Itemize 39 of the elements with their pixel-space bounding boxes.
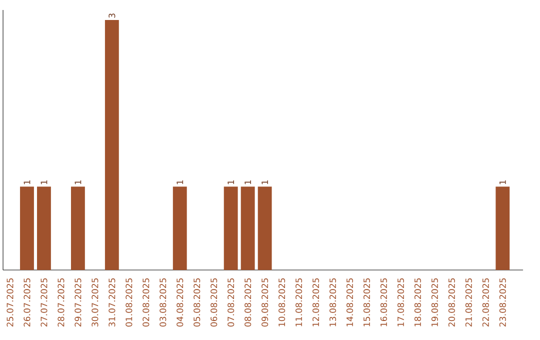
x-tick-label: 20.08.2025 (448, 278, 455, 327)
x-tick-label: 12.08.2025 (312, 278, 320, 326)
x-tick-label: 22.08.2025 (482, 278, 489, 327)
data-label: 1 (262, 180, 268, 184)
data-label: 1 (176, 180, 184, 184)
data-label: 1 (74, 180, 82, 184)
x-tick-label: 06.08.2025 (210, 278, 218, 327)
x-tick-label: 29.07.2025 (74, 278, 82, 327)
x-tick-label: 05.08.2025 (194, 278, 200, 327)
x-tick-label: 31.07.2025 (108, 278, 116, 327)
x-tick-label: 26.07.2025 (24, 278, 30, 327)
x-tick-label: 19.08.2025 (431, 278, 438, 326)
data-label: 1 (499, 180, 506, 184)
x-tick-label: 13.08.2025 (330, 278, 336, 326)
x-tick-label: 21.08.2025 (465, 278, 472, 327)
data-label: 3 (108, 14, 116, 18)
x-tick-label: 25.07.2025 (6, 278, 14, 327)
x-tick-label: 11.08.2025 (296, 278, 302, 326)
x-tick-label: 03.08.2025 (160, 278, 166, 327)
x-tick-label: 30.07.2025 (92, 278, 98, 327)
x-tick-label: 08.08.2025 (244, 278, 252, 327)
x-tick-label: 10.08.2025 (278, 278, 286, 326)
x-tick-label: 23.08.2025 (499, 278, 506, 327)
data-label: 1 (244, 180, 251, 184)
x-tick-label: 18.08.2025 (414, 278, 421, 326)
data-label: 1 (228, 180, 234, 184)
x-tick-label: 17.08.2025 (397, 278, 404, 326)
x-tick-label: 16.08.2025 (380, 278, 388, 326)
x-tick-label: 04.08.2025 (176, 278, 184, 327)
x-tick-label: 09.08.2025 (262, 278, 268, 327)
x-tick-label: 28.07.2025 (58, 278, 64, 327)
x-tick-label: 02.08.2025 (142, 278, 150, 327)
x-tick-label: 01.08.2025 (126, 278, 132, 327)
x-tick-label: 14.08.2025 (346, 278, 354, 326)
data-label: 1 (40, 180, 48, 184)
x-tick-label: 15.08.2025 (363, 278, 370, 326)
x-tick-label: 27.07.2025 (40, 278, 48, 327)
x-tick-label: 07.08.2025 (228, 278, 234, 327)
data-label: 1 (24, 180, 30, 184)
